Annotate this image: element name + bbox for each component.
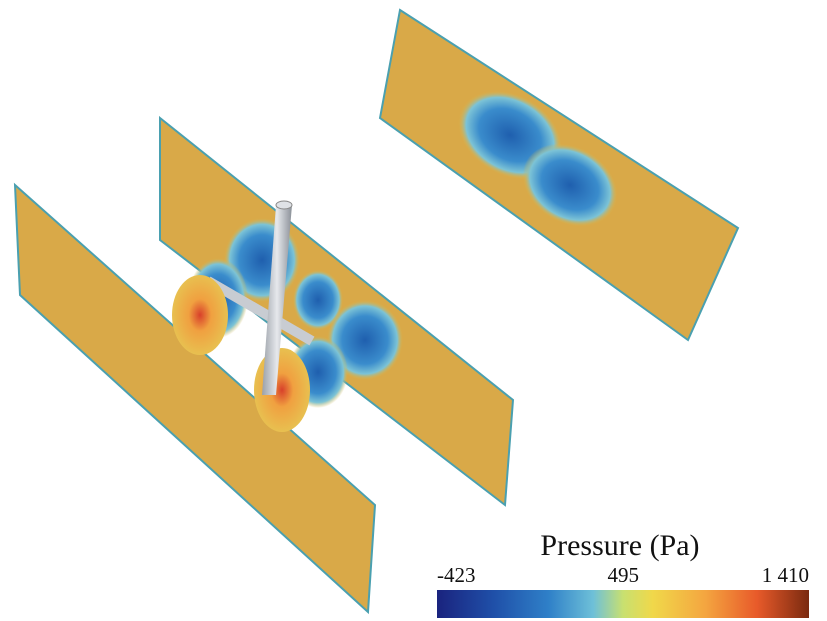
impeller-disk (172, 275, 228, 355)
colorbar-tick-label: 495 (608, 563, 640, 587)
colorbar-tick-label: 1 410 (762, 563, 809, 587)
colorbar-tick-label: -423 (437, 563, 476, 587)
shaft-top (276, 201, 292, 209)
colorbar-scale (437, 590, 809, 618)
colorbar-title: Pressure (Pa) (540, 529, 699, 562)
figure: Pressure (Pa) -423 495 1 410 (0, 0, 827, 621)
colorbar: Pressure (Pa) -423 495 1 410 (437, 529, 809, 618)
scene (15, 10, 738, 612)
colorbar-ticks: -423 495 1 410 (437, 563, 809, 587)
